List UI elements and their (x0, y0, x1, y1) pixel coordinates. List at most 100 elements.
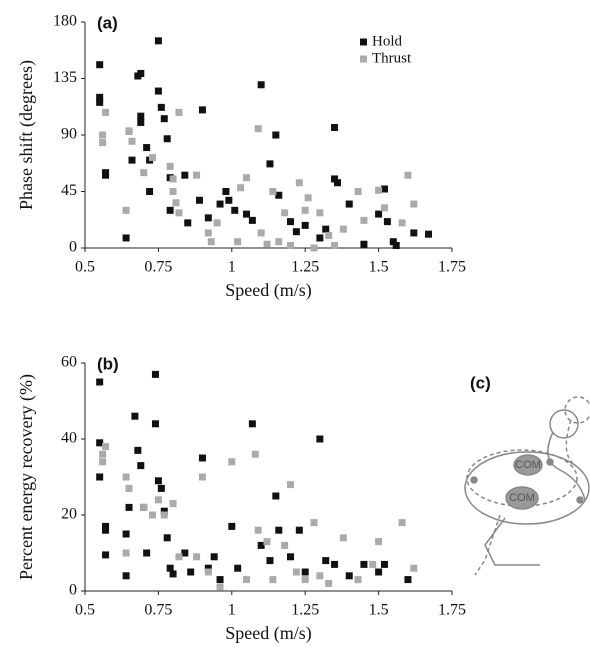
point (331, 175, 339, 183)
point (304, 194, 312, 202)
point (301, 206, 309, 214)
point (143, 549, 151, 557)
point (96, 378, 104, 386)
joint (546, 458, 554, 466)
point (160, 511, 168, 519)
point (380, 560, 388, 568)
point (137, 69, 145, 77)
point (404, 171, 412, 179)
point (295, 179, 303, 187)
point (281, 209, 289, 217)
point (175, 108, 183, 116)
point (99, 139, 107, 147)
point (275, 526, 283, 534)
point (360, 216, 368, 224)
point (198, 473, 206, 481)
point (234, 564, 242, 572)
legend-label: Thrust (372, 50, 412, 66)
x-tick-label: 1.75 (438, 602, 466, 619)
com-upper (513, 454, 543, 476)
point (154, 496, 162, 504)
point (166, 564, 174, 572)
point (272, 492, 280, 500)
point (398, 519, 406, 527)
point (198, 454, 206, 462)
point (196, 196, 204, 204)
point (266, 557, 274, 565)
trajectory (464, 451, 590, 525)
panel-label: (b) (97, 354, 119, 373)
diagram (464, 396, 590, 576)
y-tick-label: 135 (53, 69, 77, 86)
point (234, 238, 242, 246)
point (187, 568, 195, 576)
point (254, 526, 262, 534)
point (160, 507, 168, 515)
point (316, 572, 324, 580)
point (380, 204, 388, 212)
point (125, 484, 133, 492)
point (272, 131, 280, 139)
point (325, 579, 333, 587)
point (375, 538, 383, 546)
y-tick-label: 45 (61, 182, 77, 199)
point (248, 420, 256, 428)
point (143, 144, 151, 152)
point (345, 572, 353, 580)
y-axis-label: Phase shift (degrees) (16, 60, 37, 210)
x-tick-label: 0.75 (144, 259, 172, 276)
head (549, 409, 579, 439)
point (237, 184, 245, 192)
point (231, 206, 239, 214)
point (333, 179, 341, 187)
point (175, 209, 183, 217)
point (96, 93, 104, 101)
point (225, 196, 233, 204)
point (102, 171, 110, 179)
point (222, 188, 230, 195)
point (251, 450, 259, 458)
point (154, 37, 162, 45)
neck-dashed (565, 419, 576, 466)
point (122, 234, 130, 242)
point (263, 240, 271, 248)
point (375, 568, 383, 576)
point (269, 576, 277, 584)
x-tick-label: 1 (228, 259, 236, 276)
point (160, 115, 168, 123)
point (175, 553, 183, 561)
point (325, 231, 333, 239)
point (425, 230, 433, 238)
point (102, 522, 110, 530)
point (287, 553, 295, 561)
point (122, 473, 130, 481)
point (301, 568, 309, 576)
point (154, 477, 162, 485)
point (228, 522, 236, 530)
point (204, 214, 212, 222)
point (169, 175, 177, 183)
point (375, 210, 383, 218)
point (257, 229, 265, 237)
neck (547, 431, 586, 501)
panel-label: (c) (470, 373, 491, 392)
joint (470, 476, 478, 484)
point (131, 412, 139, 420)
point (310, 519, 318, 527)
point (137, 118, 145, 126)
point (128, 137, 136, 145)
point (122, 206, 130, 214)
point (339, 534, 347, 542)
point (99, 131, 107, 139)
point (410, 200, 418, 208)
point (163, 135, 171, 143)
point (275, 238, 283, 246)
point (375, 186, 383, 194)
point (295, 526, 303, 534)
point (102, 526, 110, 534)
com-lower (505, 486, 539, 510)
point (140, 169, 148, 177)
point (128, 156, 136, 164)
point (102, 551, 110, 559)
